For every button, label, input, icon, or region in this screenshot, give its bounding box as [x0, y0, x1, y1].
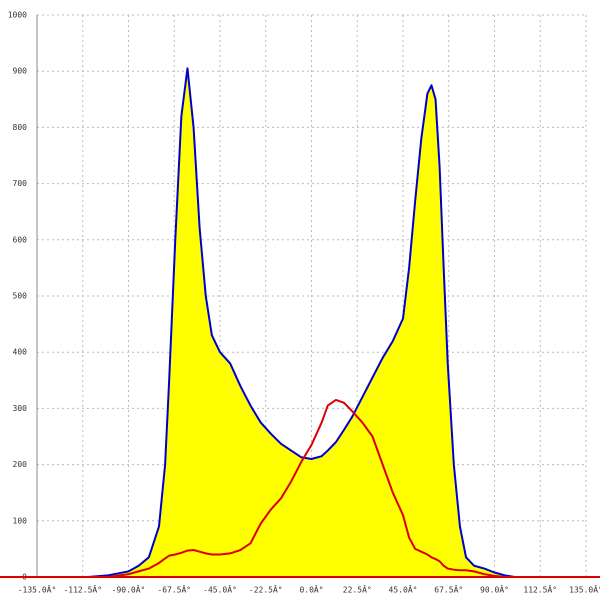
y-tick-label: 700 [13, 179, 28, 188]
x-tick-label: 90.0Â° [480, 584, 509, 595]
y-tick-label: 100 [13, 516, 28, 525]
y-tick-label: 300 [13, 404, 28, 413]
x-tick-label: -112.5Â° [63, 584, 102, 595]
x-tick-label: -67.5Â° [157, 584, 191, 595]
series-line [37, 67, 586, 578]
y-tick-label: 600 [13, 235, 28, 244]
x-tick-label: 67.5Â° [434, 584, 463, 595]
x-tick-label: -22.5Â° [249, 584, 283, 595]
x-tick-label: 22.5Â° [343, 584, 372, 595]
y-tick-label: 900 [13, 67, 28, 76]
y-tick-label: 400 [13, 348, 28, 357]
area-fill [37, 68, 586, 577]
x-tick-label: -135.0Â° [18, 584, 57, 595]
x-tick-label: 0.0Â° [299, 584, 323, 595]
x-tick-label: -90.0Â° [112, 584, 146, 595]
x-tick-label: 135.0Â° [569, 584, 600, 595]
x-tick-label: -45.0Â° [203, 584, 237, 595]
y-tick-label: 200 [13, 460, 28, 469]
x-tick-label: 112.5Â° [523, 584, 557, 595]
x-tick-label: 45.0Â° [389, 584, 418, 595]
y-tick-label: 800 [13, 123, 28, 132]
series-line [37, 398, 586, 578]
y-tick-label: 500 [13, 292, 28, 301]
y-tick-label: 1000 [8, 11, 27, 20]
